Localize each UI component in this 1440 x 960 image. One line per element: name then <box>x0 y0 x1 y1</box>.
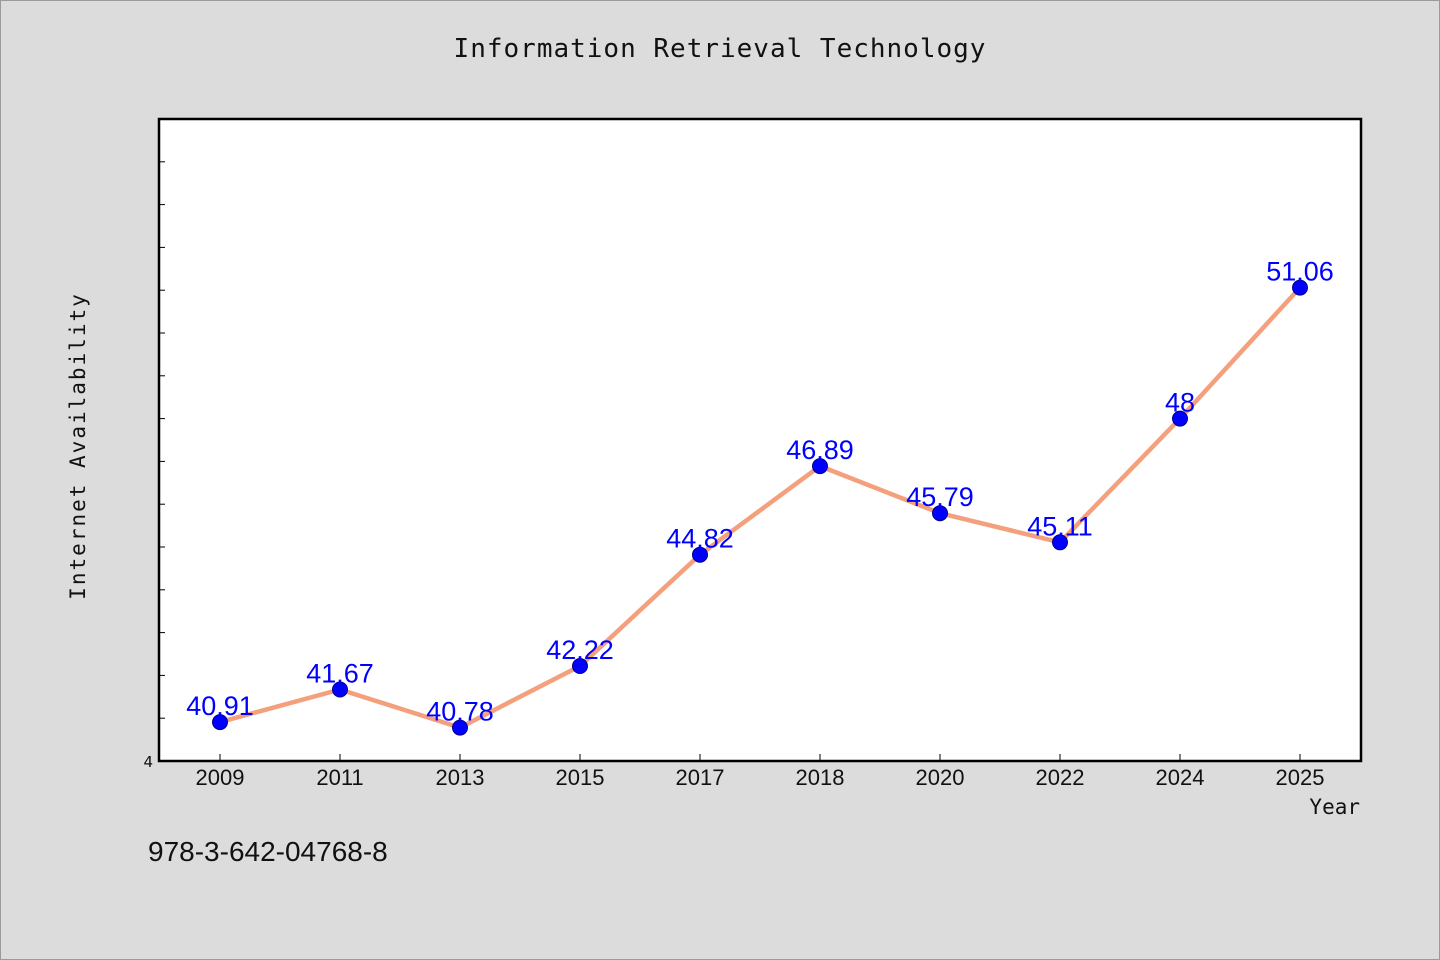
data-label: 41.67 <box>306 659 374 689</box>
data-point <box>212 714 228 731</box>
data-point <box>1172 410 1188 427</box>
data-point <box>812 458 828 475</box>
data-label: 45.11 <box>1027 511 1093 541</box>
data-label: 42.22 <box>546 635 614 665</box>
isbn-text: 978-3-642-04768-8 <box>148 836 388 867</box>
data-label: 40.91 <box>186 691 254 721</box>
data-label: 40.78 <box>426 697 494 727</box>
x-tick-label: 2018 <box>796 765 845 790</box>
data-point <box>332 681 348 698</box>
data-point <box>452 719 468 736</box>
data-label: 45.79 <box>906 482 974 512</box>
x-tick-label: 2017 <box>676 765 725 790</box>
data-label: 46.89 <box>786 435 854 465</box>
chart-title: Information Retrieval Technology <box>453 34 987 64</box>
x-tick-label: 2013 <box>436 765 485 790</box>
data-point <box>1292 279 1308 296</box>
x-axis-label: Year <box>1309 795 1360 819</box>
x-tick-label: 2015 <box>556 765 605 790</box>
x-tick-label: 2020 <box>916 765 965 790</box>
x-tick-label: 2024 <box>1156 765 1205 790</box>
data-label: 44.82 <box>666 524 734 554</box>
series-line <box>217 285 1303 730</box>
data-label: 51.06 <box>1266 257 1334 287</box>
data-point <box>692 546 708 563</box>
data-point <box>1052 534 1068 551</box>
x-tick-label: 2025 <box>1276 765 1325 790</box>
x-tick-label: 2011 <box>316 765 363 790</box>
data-label: 48 <box>1165 388 1195 418</box>
data-point <box>932 505 948 522</box>
y-tick-label: 4 <box>143 753 153 771</box>
data-point <box>572 658 588 674</box>
x-tick-label: 2009 <box>196 765 245 790</box>
x-tick-label: 2022 <box>1036 765 1085 790</box>
